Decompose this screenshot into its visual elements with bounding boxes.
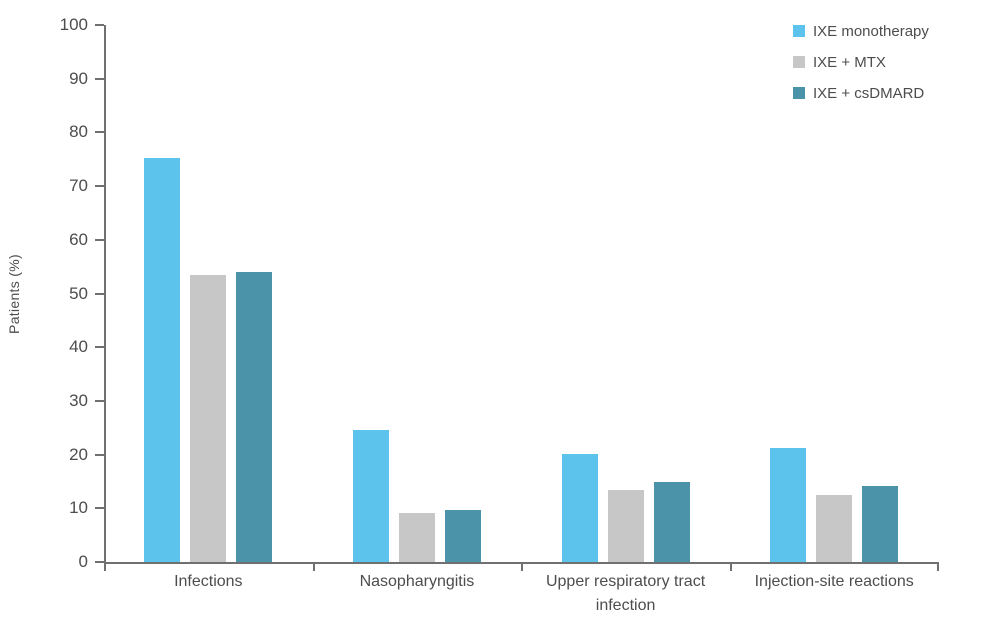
y-tick-60 bbox=[95, 238, 104, 241]
legend-swatch-icon bbox=[793, 25, 805, 37]
bar-injection-site-reactions-ixe-monotherapy bbox=[770, 448, 807, 562]
legend-swatch-icon bbox=[793, 56, 805, 68]
legend-item-ixe-monotherapy: IXE monotherapy bbox=[793, 20, 929, 42]
x-category-label-text: Infections bbox=[174, 573, 243, 590]
legend-label: IXE monotherapy bbox=[813, 22, 929, 40]
x-tick-3 bbox=[729, 562, 732, 571]
x-category-label-upper-respiratory-tract-infection: Upper respiratory tract infection bbox=[521, 570, 730, 618]
legend-label: IXE + MTX bbox=[813, 53, 886, 71]
x-tick-4 bbox=[936, 562, 939, 571]
y-tick-30 bbox=[95, 399, 104, 402]
bar-infections-ixe-monotherapy bbox=[144, 157, 181, 562]
y-tick-80 bbox=[95, 131, 104, 134]
x-category-label-text: Upper respiratory tract infection bbox=[545, 573, 706, 614]
legend-item-ixe-mtx: IXE + MTX bbox=[793, 51, 929, 73]
x-category-label-text: Injection-site reactions bbox=[754, 573, 914, 590]
bar-nasopharyngitis-ixe-mtx bbox=[398, 513, 435, 562]
y-tick-label-0: 0 bbox=[78, 552, 88, 571]
x-category-label-infections: Infections bbox=[104, 570, 313, 594]
bar-nasopharyngitis-ixe-monotherapy bbox=[352, 429, 389, 562]
y-tick-10 bbox=[95, 507, 104, 510]
bar-upper-respiratory-tract-infection-ixe-csdmard bbox=[653, 481, 690, 562]
x-category-label-text: Nasopharyngitis bbox=[359, 573, 475, 590]
x-tick-1 bbox=[312, 562, 315, 571]
y-tick-70 bbox=[95, 185, 104, 188]
y-axis-title: Patients (%) bbox=[6, 254, 22, 334]
legend: IXE monotherapy IXE + MTX IXE + csDMARD bbox=[793, 20, 929, 113]
x-tick-0 bbox=[104, 562, 106, 571]
bar-infections-ixe-mtx bbox=[190, 275, 227, 562]
bar-upper-respiratory-tract-infection-ixe-mtx bbox=[607, 490, 644, 562]
x-category-label-nasopharyngitis: Nasopharyngitis bbox=[313, 570, 522, 594]
y-tick-label-40: 40 bbox=[69, 337, 88, 357]
y-tick-label-60: 60 bbox=[69, 229, 88, 249]
y-tick-label-100: 100 bbox=[59, 15, 88, 34]
y-tick-label-90: 90 bbox=[69, 68, 88, 88]
bar-upper-respiratory-tract-infection-ixe-monotherapy bbox=[561, 454, 598, 562]
y-tick-20 bbox=[95, 453, 104, 456]
y-tick-50 bbox=[95, 292, 104, 295]
y-tick-0 bbox=[95, 561, 104, 563]
y-tick-40 bbox=[95, 346, 104, 349]
y-axis-line bbox=[104, 25, 106, 564]
bar-injection-site-reactions-ixe-mtx bbox=[816, 495, 853, 562]
legend-item-ixe-csdmard: IXE + csDMARD bbox=[793, 82, 929, 104]
x-category-label-injection-site-reactions: Injection-site reactions bbox=[730, 570, 939, 594]
y-tick-label-10: 10 bbox=[69, 498, 88, 518]
y-tick-label-70: 70 bbox=[69, 176, 88, 196]
legend-swatch-icon bbox=[793, 87, 805, 99]
y-tick-label-80: 80 bbox=[69, 122, 88, 142]
y-tick-100 bbox=[95, 24, 104, 26]
y-tick-label-50: 50 bbox=[69, 283, 88, 303]
bar-infections-ixe-csdmard bbox=[236, 272, 273, 562]
y-tick-90 bbox=[95, 77, 104, 80]
y-tick-label-30: 30 bbox=[69, 390, 88, 410]
legend-label: IXE + csDMARD bbox=[813, 84, 925, 102]
y-tick-label-20: 20 bbox=[69, 444, 88, 464]
x-tick-2 bbox=[521, 562, 524, 571]
bar-nasopharyngitis-ixe-csdmard bbox=[444, 509, 481, 562]
bar-injection-site-reactions-ixe-csdmard bbox=[862, 486, 899, 562]
